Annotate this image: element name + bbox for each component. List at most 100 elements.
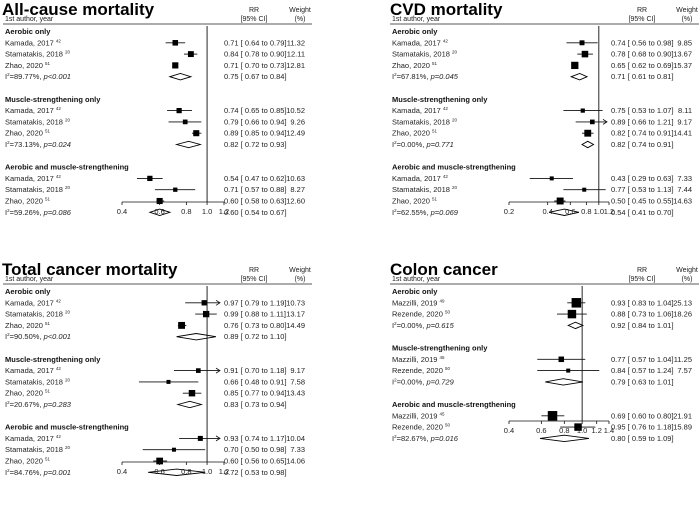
rr-ci-value: 0.60 [ 0.58 to 0.63] <box>224 197 287 206</box>
heterogeneity-stat: I2=90.50%, p<0.001 <box>5 332 71 341</box>
reference-superscript: 20 <box>65 445 71 450</box>
panel-title: All-cause mortality <box>2 0 155 19</box>
study-label: Mazzilli, 2019 49 <box>392 298 445 307</box>
pooled-rr-ci-value: 0.72 [ 0.53 to 0.98] <box>224 468 287 477</box>
reference-superscript: 42 <box>56 174 62 179</box>
study-label: Kamada, 2017 42 <box>5 434 61 443</box>
study-label: Stamatakis, 2018 20 <box>5 50 71 59</box>
rr-ci-value: 0.85 [ 0.77 to 0.94] <box>224 389 287 398</box>
x-tick-label: 1.0 <box>202 207 212 216</box>
x-tick-label: 0.8 <box>559 426 569 435</box>
study-label: Mazzilli, 2019 45 <box>392 355 445 364</box>
reference-superscript: 51 <box>45 457 51 462</box>
rr-ci-value: 0.79 [ 0.66 to 0.94] <box>224 117 287 126</box>
weight-header: Weight <box>676 7 698 14</box>
point-estimate-square <box>201 300 207 306</box>
subgroup-label: Aerobic and muscle-strengthening <box>5 163 129 172</box>
rr-ci-value: 0.76 [ 0.73 to 0.80] <box>224 321 287 330</box>
weight-header: Weight <box>289 7 311 14</box>
subgroup-label: Aerobic and muscle-strengthening <box>392 163 516 172</box>
reference-superscript: 20 <box>65 50 71 55</box>
rr-ci-value: 0.54 [ 0.47 to 0.62] <box>224 174 287 183</box>
pooled-rr-ci-value: 0.79 [ 0.63 to 1.01] <box>611 377 674 386</box>
i-squared-superscript: 2 <box>394 377 397 382</box>
weight-value: 13.17 <box>286 310 305 319</box>
p-value: p=0.016 <box>430 434 459 443</box>
pooled-diamond <box>148 208 172 216</box>
heterogeneity-stat: I2=67.81%, p=0.045 <box>392 72 459 81</box>
x-tick-label: 1.0 <box>577 426 587 435</box>
point-estimate-square <box>547 411 558 421</box>
pooled-rr-ci-value: 0.54 [ 0.41 to 0.70] <box>611 208 674 217</box>
x-tick-label: 0.6 <box>565 207 575 216</box>
point-estimate-square <box>549 176 554 181</box>
rr-ci-value: 0.84 [ 0.57 to 1.24] <box>611 366 674 375</box>
point-estimate-square <box>166 379 171 384</box>
reference-superscript: 42 <box>56 366 62 371</box>
i-squared-superscript: 2 <box>394 321 397 326</box>
reference-superscript: 20 <box>65 117 71 122</box>
rr-ci-value: 0.91 [ 0.70 to 1.18] <box>224 366 287 375</box>
ci-arrow <box>215 299 221 306</box>
pooled-diamond <box>174 140 203 149</box>
study-label: Rezende, 2020 50 <box>392 366 450 375</box>
i-squared-value: =0.00%, <box>397 140 427 149</box>
point-estimate-square <box>173 187 178 192</box>
point-estimate-square <box>197 435 203 441</box>
rr-ci-value: 0.99 [ 0.88 to 1.11] <box>224 310 286 319</box>
subgroup-label: Aerobic and muscle-strengthening <box>5 423 129 432</box>
weight-value: 7.58 <box>290 377 305 386</box>
study-label: Kamada, 2017 42 <box>5 366 61 375</box>
pooled-diamond <box>176 333 216 341</box>
weight-value: 7.57 <box>677 366 692 375</box>
pooled-rr-ci-value: 0.75 [ 0.67 to 0.84] <box>224 72 287 81</box>
x-tick-label: 1.2 <box>604 207 614 216</box>
i-squared-value: =0.00%, <box>397 377 427 386</box>
x-tick-label: 0.6 <box>154 207 164 216</box>
p-value: p=0.045 <box>430 72 459 81</box>
pooled-diamond <box>148 468 206 476</box>
point-estimate-square <box>156 457 163 465</box>
x-tick-label: 1.2 <box>219 207 229 216</box>
i-squared-superscript: 2 <box>7 72 10 77</box>
x-tick-label: 1.4 <box>604 426 614 435</box>
weight-header: Weight <box>676 267 698 274</box>
weight-value: 14.06 <box>286 457 305 466</box>
study-label: Zhao, 2020 51 <box>392 197 438 206</box>
rr-ci-value: 0.89 [ 0.85 to 0.94] <box>224 129 287 138</box>
pooled-diamond <box>569 73 589 81</box>
i-squared-value: =0.00%, <box>397 321 427 330</box>
point-estimate-square <box>582 187 587 192</box>
point-estimate-square <box>172 40 179 46</box>
study-label: Zhao, 2020 51 <box>392 61 438 70</box>
study-label: Kamada, 2017 42 <box>392 106 448 115</box>
study-label: Kamada, 2017 42 <box>392 38 448 47</box>
rr-header: RR <box>249 7 259 14</box>
rr-header: RR <box>249 267 259 274</box>
point-estimate-square <box>584 129 592 137</box>
heterogeneity-stat: I2=84.76%, p=0.001 <box>5 468 71 477</box>
i-squared-value: =82.67%, <box>397 434 431 443</box>
pooled-rr-ci-value: 0.60 [ 0.54 to 0.67] <box>224 208 287 217</box>
rr-ci-value: 0.88 [ 0.73 to 1.06] <box>611 310 674 319</box>
study-label: Kamada, 2017 42 <box>5 298 61 307</box>
reference-superscript: 20 <box>452 117 458 122</box>
heterogeneity-stat: I2=73.13%, p=0.024 <box>5 140 71 149</box>
rr-ci-value: 0.74 [ 0.56 to 0.98] <box>611 38 674 47</box>
i-squared-superscript: 2 <box>7 400 10 405</box>
x-tick-label: 1.0 <box>594 207 604 216</box>
i-squared-value: =73.13%, <box>10 140 44 149</box>
study-label: Rezende, 2020 50 <box>392 310 450 319</box>
weight-value: 11.32 <box>287 38 305 47</box>
pooled-rr-ci-value: 0.89 [ 0.72 to 1.10] <box>224 332 287 341</box>
weight-value: 10.63 <box>286 174 305 183</box>
reference-superscript: 20 <box>452 50 458 55</box>
study-label: Zhao, 2020 51 <box>5 389 51 398</box>
p-value: p=0.024 <box>43 140 71 149</box>
i-squared-superscript: 2 <box>7 208 10 213</box>
reference-superscript: 20 <box>452 185 458 190</box>
reference-superscript: 51 <box>45 129 51 134</box>
i-squared-value: =67.81%, <box>397 72 431 81</box>
